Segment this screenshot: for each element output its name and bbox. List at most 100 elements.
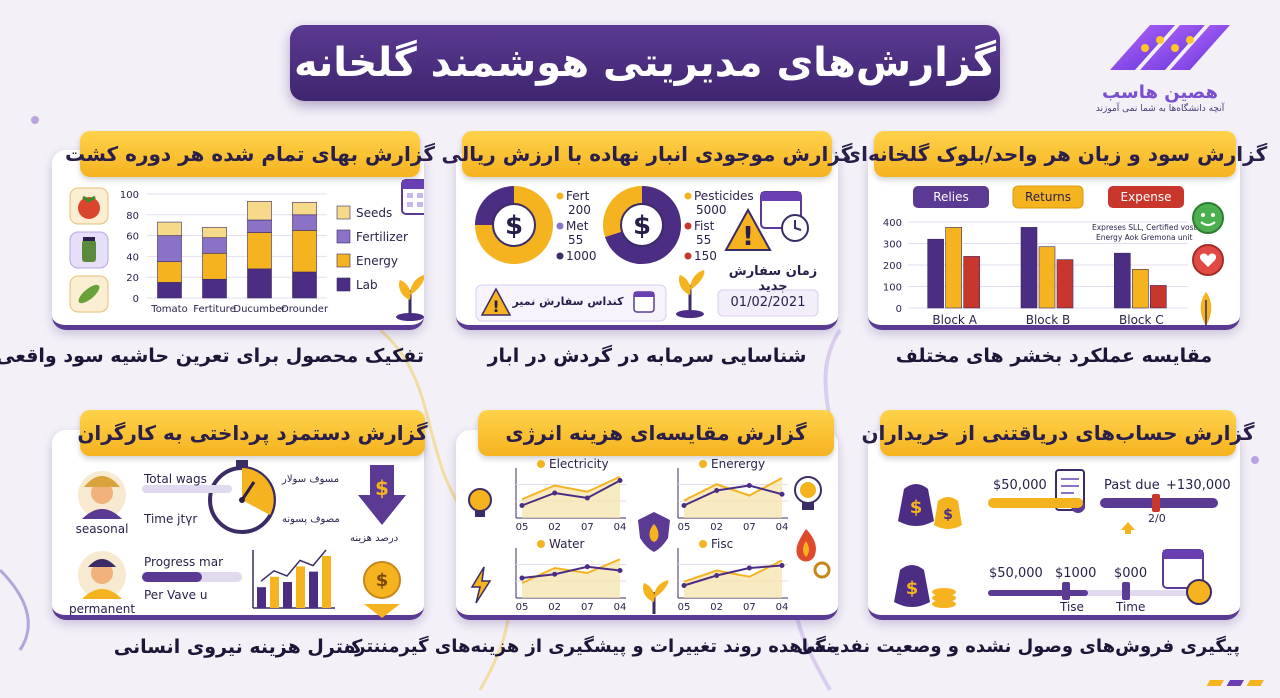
x-tick-label: 04 (614, 522, 627, 533)
tise-label: Tise (1060, 600, 1084, 614)
bar (927, 238, 944, 309)
legend-label: Lab (356, 278, 378, 292)
energy-panel: Enerergy 05 02 07 04 (677, 457, 789, 533)
cost-chart-area: 0 20 40 60 80 100 Tomato FertitureDucumberOroun… (69, 179, 424, 321)
gear-icon (813, 561, 831, 579)
new-order-date: 01/02/2021 (730, 295, 806, 310)
tag-relies: Relies (933, 190, 968, 204)
bar-segment (292, 271, 317, 299)
x-tick-label: 02 (548, 602, 561, 613)
lightbulb-icon (468, 488, 492, 517)
series-line (521, 479, 621, 507)
warning-icon: ! (724, 207, 772, 252)
x-tick-label: Ducumber (233, 304, 286, 315)
cucumber-icon (69, 275, 109, 313)
donut1-label-fert: Fert (566, 189, 590, 203)
info-icon (699, 540, 707, 548)
inventory-area: $ $ Fert 200 Met 55 1000 Pesticides 5000… (475, 186, 819, 322)
y-tick-label: 60 (126, 232, 139, 243)
jar-icon (69, 231, 109, 269)
point (779, 491, 785, 497)
calendar-clock-icon-2 (1162, 549, 1212, 605)
donut2-label-5000: 5000 (696, 203, 727, 217)
legend-swatch (336, 253, 351, 268)
x-tick-label: 07 (743, 522, 756, 533)
progress-label: Progress mar (144, 555, 224, 569)
y-tick-label: 400 (883, 218, 902, 229)
alert-warning-icon: ! (480, 287, 512, 316)
donut-slice (604, 186, 681, 264)
note-line1: Expreses SLL, Certified vost (1092, 223, 1197, 232)
energy-panel-title: Electricity (549, 457, 609, 471)
legend-swatch (336, 229, 351, 244)
x-tick-label: Tomato (150, 304, 187, 315)
y-tick-label: 300 (883, 240, 902, 251)
y-tick-label: 0 (896, 304, 902, 315)
wages-title: گزارش دستمزد پرداختی به کارگران (77, 410, 428, 456)
energy-caption: مشاهده روند تغییرات و پیشگیری از هزینه‌ه… (344, 636, 838, 657)
past-due: Past due (1104, 478, 1160, 493)
y-tick-label: 20 (126, 273, 139, 284)
svg-text:$: $ (906, 578, 919, 599)
dollar-icon: $ (633, 211, 651, 241)
svg-text:$: $ (943, 507, 953, 523)
x-tick-label: 02 (710, 522, 723, 533)
donut1-label-200: 200 (568, 203, 591, 217)
stopwatch-icon (208, 460, 276, 534)
logo-name: هصین هاسب (1101, 82, 1219, 103)
inventory-title: گزارش موجودی انبار نهاده با ارزش ریالی (442, 131, 852, 177)
time-label: Time jtүr (144, 512, 198, 526)
fraction: 2/0 (1148, 512, 1166, 525)
lamp-icon (794, 476, 822, 510)
legend-label: Fertilizer (356, 230, 408, 244)
x-tick-label: 05 (678, 602, 691, 613)
leaf-icon (1200, 292, 1212, 326)
wages-area: $ $ (78, 460, 406, 618)
point (681, 503, 687, 508)
point (617, 478, 623, 483)
alert-label: کنداس سفارش نمیر (512, 295, 624, 308)
x-tick-label: Block C (1119, 313, 1164, 327)
x-tick-label: 05 (516, 522, 529, 533)
x-tick-label: 07 (581, 602, 594, 613)
new-order-label: زمان سفارش جدید (728, 264, 818, 294)
tomato-icon (69, 187, 109, 225)
energy-panel-title: Water (549, 537, 585, 551)
series-line (683, 564, 783, 587)
amount4: $1000 (1055, 566, 1097, 581)
logo-icon (1110, 25, 1230, 70)
energy-panel: Electricity 05 02 07 04 (515, 457, 627, 533)
point (519, 503, 525, 508)
bar-segment (202, 278, 227, 299)
sprout-icon-3 (643, 580, 669, 614)
energy-panel: Fisc 05 02 07 04 (677, 537, 788, 613)
x-tick-label: 07 (743, 602, 756, 613)
fire-icon (796, 529, 816, 562)
series-line (521, 475, 621, 501)
bar (1150, 285, 1167, 309)
cost-per-cycle-title: گزارش بهای تمام شده هر دوره کشت (65, 131, 435, 177)
note-line2: Energy Aok Gremona unit (1096, 233, 1193, 242)
svg-text:$: $ (376, 570, 389, 591)
bar (1038, 246, 1056, 309)
coin-down-icon: $ (363, 561, 401, 618)
point (617, 568, 623, 573)
point (584, 495, 590, 501)
bar-segment (292, 214, 317, 231)
legend-label: Seeds (356, 206, 392, 220)
svg-text:!: ! (742, 222, 754, 252)
donut1-label-met: Met (566, 219, 589, 233)
donut-slice (603, 186, 643, 238)
donut2-label-pesticides: Pesticides (694, 189, 754, 203)
x-tick-label: 02 (548, 522, 561, 533)
time-label-2: Time (1116, 600, 1146, 614)
info-icon (537, 540, 545, 548)
tag-expense: Expense (1121, 190, 1172, 204)
fa-label-2: مصوف پسونه (282, 514, 340, 525)
x-tick-label: 07 (581, 522, 594, 533)
dollar-icon: $ (505, 211, 523, 241)
bar-segment (247, 200, 272, 221)
svg-text:$: $ (375, 476, 389, 500)
x-tick-label: 04 (776, 522, 789, 533)
